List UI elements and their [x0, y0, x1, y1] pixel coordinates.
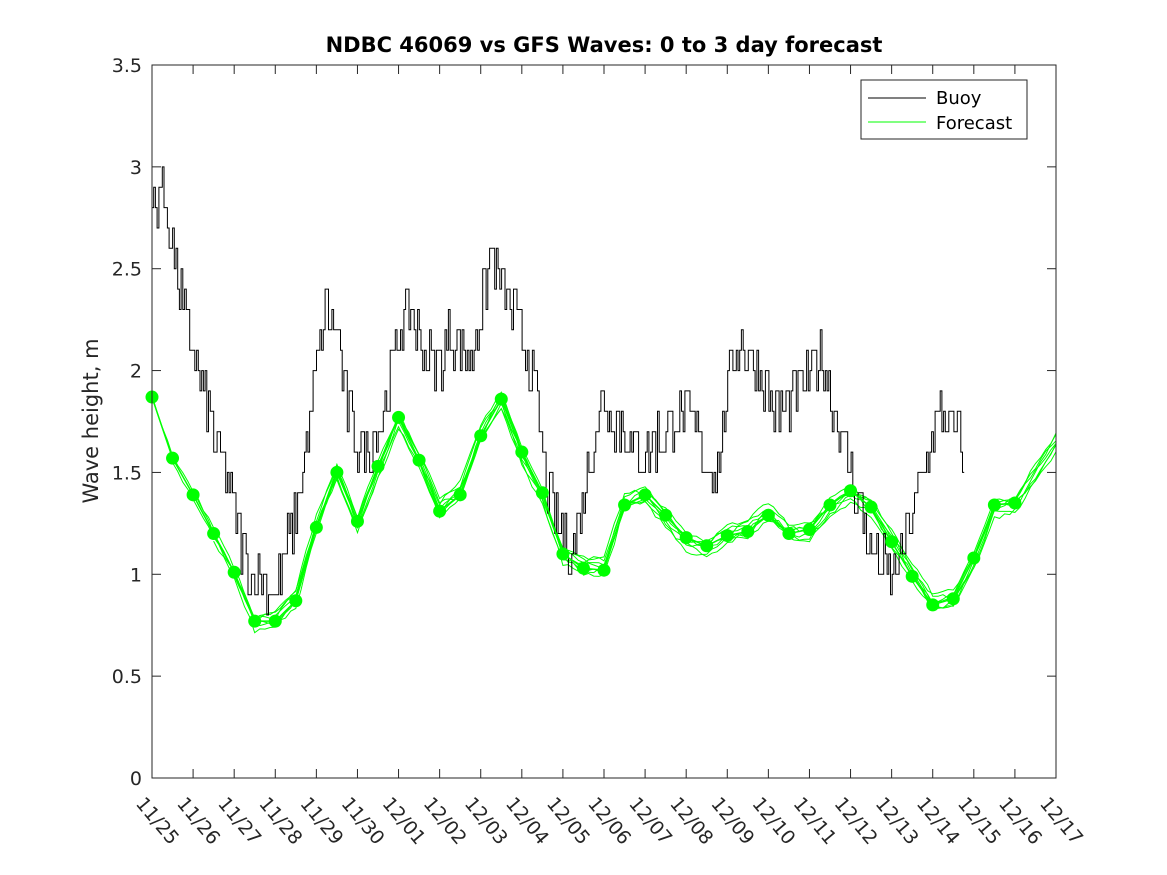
forecast-marker [597, 563, 611, 577]
forecast-marker [926, 598, 940, 612]
y-tick-label: 3 [130, 157, 142, 179]
forecast-marker [905, 569, 919, 583]
legend: Buoy Forecast [860, 79, 1028, 140]
legend-buoy-label: Buoy [936, 88, 982, 109]
chart-title: NDBC 46069 vs GFS Waves: 0 to 3 day fore… [326, 33, 883, 57]
forecast-marker [350, 514, 364, 528]
forecast-marker [761, 508, 775, 522]
forecast-marker [392, 410, 406, 424]
y-axis-label: Wave height, m [79, 338, 103, 503]
legend-box [860, 79, 1028, 140]
legend-forecast-label: Forecast [936, 113, 1012, 134]
y-tick-label: 2.5 [112, 259, 142, 281]
forecast-marker [433, 504, 447, 518]
forecast-marker [1008, 496, 1022, 510]
forecast-marker [556, 547, 570, 561]
forecast-marker [844, 484, 858, 498]
forecast-marker [823, 498, 837, 512]
forecast-marker [864, 500, 878, 514]
forecast-marker [330, 465, 344, 479]
forecast-marker [618, 498, 632, 512]
forecast-marker [987, 498, 1001, 512]
forecast-marker [741, 525, 755, 539]
forecast-markers [145, 390, 1022, 628]
y-tick-label: 0.5 [112, 666, 142, 688]
forecast-marker [412, 453, 426, 467]
forecast-marker [248, 614, 262, 628]
forecast-marker [186, 488, 200, 502]
forecast-marker [371, 459, 385, 473]
forecast-marker [638, 488, 652, 502]
forecast-marker [967, 551, 981, 565]
forecast-line [274, 399, 1057, 620]
forecast-marker [268, 614, 282, 628]
forecast-marker [720, 529, 734, 543]
forecast-marker [885, 535, 899, 549]
forecast-line [254, 407, 1057, 619]
forecast-marker [309, 520, 323, 534]
forecast-marker [494, 392, 508, 406]
buoy-series [152, 166, 965, 616]
y-axis: 0 0.5 1 1.5 2 2.5 3 3.5 [112, 55, 1056, 790]
forecast-marker [453, 488, 467, 502]
forecast-marker [802, 522, 816, 536]
forecast-marker [946, 592, 960, 606]
y-tick-label: 3.5 [112, 55, 142, 77]
y-tick-label: 1.5 [112, 462, 142, 484]
forecast-marker [166, 451, 180, 465]
y-tick-label: 0 [130, 768, 142, 790]
forecast-marker [659, 508, 673, 522]
forecast-marker [679, 531, 693, 545]
forecast-marker [576, 561, 590, 575]
forecast-marker [289, 594, 303, 608]
y-tick-label: 2 [130, 361, 142, 383]
forecast-marker [782, 527, 796, 541]
forecast-marker [535, 486, 549, 500]
y-tick-label: 1 [130, 564, 142, 586]
forecast-marker [515, 445, 529, 459]
forecast-marker [474, 429, 488, 443]
forecast-marker [700, 539, 714, 553]
forecast-marker [207, 527, 221, 541]
buoy-line [152, 166, 965, 616]
plot-area [152, 65, 1056, 778]
forecast-marker [227, 565, 241, 579]
